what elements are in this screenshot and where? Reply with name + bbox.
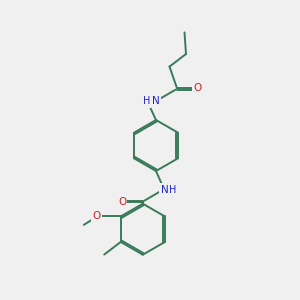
Text: N: N [152, 96, 159, 106]
Text: H: H [169, 185, 176, 195]
Text: O: O [118, 197, 126, 207]
Text: O: O [93, 211, 101, 221]
Text: O: O [194, 83, 202, 93]
Text: H: H [143, 96, 151, 106]
Text: N: N [160, 184, 168, 195]
